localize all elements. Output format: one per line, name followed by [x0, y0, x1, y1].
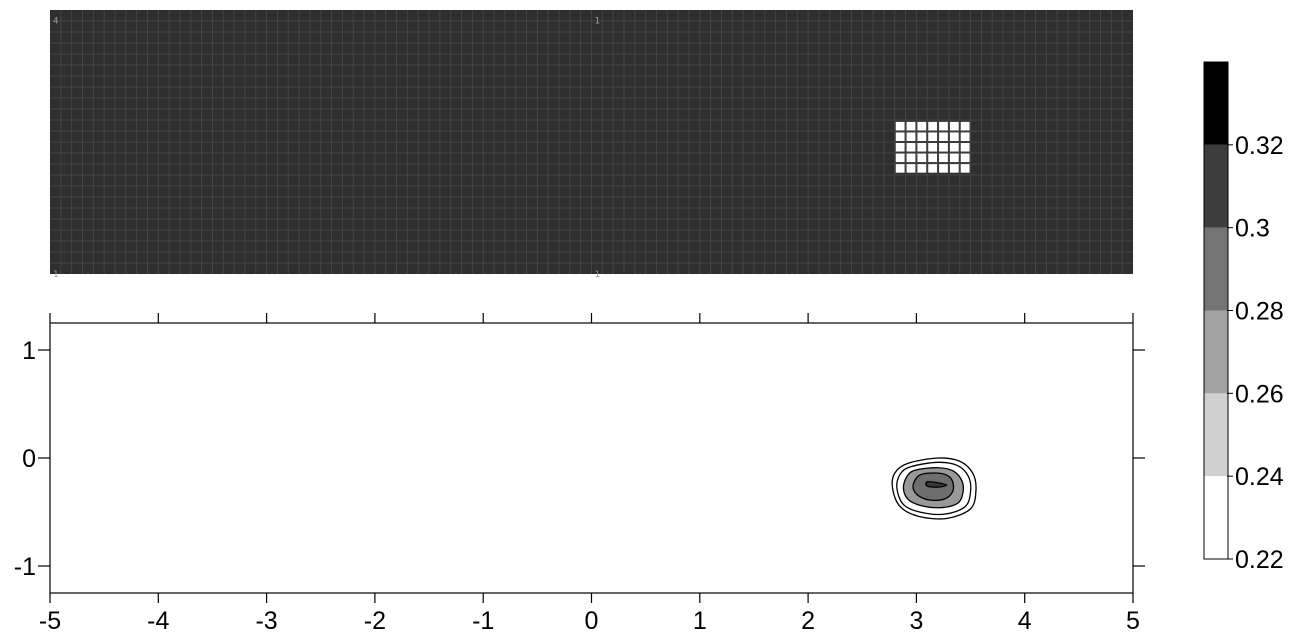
refined-cell: [895, 164, 905, 173]
contour-line-0.32: [925, 480, 948, 488]
mesh-grid-lines: [50, 10, 1133, 274]
refined-cell: [960, 121, 970, 131]
refined-cell: [895, 153, 905, 163]
y-tick-label: 1: [22, 337, 36, 365]
mesh-node-label: 4: [53, 17, 58, 27]
refined-cell: [917, 121, 927, 131]
refined-cell: [960, 143, 970, 152]
refined-cell: [960, 164, 970, 173]
colorbar-band: [1204, 227, 1228, 311]
refined-cell: [906, 164, 916, 173]
colorbar-tick-label: 0.28: [1235, 298, 1284, 326]
mesh-node-label: 1: [53, 270, 58, 280]
colorbar-tick-label: 0.3: [1235, 215, 1270, 243]
colorbar-tick-label: 0.22: [1235, 546, 1284, 574]
refined-cell: [939, 132, 948, 141]
refined-cell: [895, 143, 905, 152]
y-tick-label: -1: [14, 553, 36, 581]
refined-cell: [939, 164, 948, 173]
refined-cell: [906, 132, 916, 141]
x-tick-label: 3: [909, 607, 923, 635]
refined-cell: [960, 132, 970, 141]
mesh-panel: 4 1 1 1: [50, 10, 1133, 280]
colorbar-tick-label: 0.32: [1235, 132, 1284, 160]
plot-area: [50, 323, 1133, 593]
refined-cell: [949, 132, 959, 141]
refined-cell: [906, 153, 916, 163]
colorbar-band: [1204, 393, 1228, 477]
x-tick-label: -4: [147, 607, 169, 635]
colorbar: 0.22 0.24 0.26 0.28 0.3 0.32: [1203, 61, 1284, 574]
refined-cell: [917, 164, 927, 173]
refined-cell: [928, 121, 938, 131]
x-tick-label: 2: [801, 607, 815, 635]
x-tick-label: 1: [693, 607, 707, 635]
colorbar-tick-label: 0.24: [1235, 463, 1284, 491]
x-tick-label: -1: [472, 607, 494, 635]
refined-cell: [906, 121, 916, 131]
refined-cell: [917, 132, 927, 141]
x-tick-label: 0: [585, 607, 599, 635]
colorbar-band: [1204, 62, 1228, 145]
x-tick-label: 5: [1126, 607, 1140, 635]
refined-cell: [928, 153, 938, 163]
refined-cell: [917, 153, 927, 163]
refined-cell: [960, 153, 970, 163]
refined-cell: [928, 143, 938, 152]
refined-cell: [949, 143, 959, 152]
contour-plot: -5 -4 -3 -2 -1 0 1 2 3 4 5 -1 0 1: [14, 313, 1145, 635]
refined-cell: [939, 153, 948, 163]
mesh-node-label: 1: [595, 17, 600, 27]
mesh-node-label: 1: [595, 270, 600, 280]
refined-cell: [928, 132, 938, 141]
colorbar-band: [1204, 476, 1228, 559]
x-tick-label: -5: [39, 607, 61, 635]
refined-cell: [949, 164, 959, 173]
refined-cell: [895, 121, 905, 131]
refined-cell: [949, 153, 959, 163]
refined-cell: [949, 121, 959, 131]
refined-cell: [939, 121, 948, 131]
colorbar-band: [1204, 144, 1228, 228]
x-tick-label: -3: [255, 607, 277, 635]
refined-cell: [906, 143, 916, 152]
y-tick-label: 0: [22, 445, 36, 473]
x-tick-label: 4: [1018, 607, 1032, 635]
refined-cell: [917, 143, 927, 152]
x-tick-label: -2: [364, 607, 386, 635]
refined-cell: [928, 164, 938, 173]
colorbar-tick-label: 0.26: [1235, 380, 1284, 408]
colorbar-band: [1204, 310, 1228, 394]
refined-cell: [939, 143, 948, 152]
refined-cell: [895, 132, 905, 141]
